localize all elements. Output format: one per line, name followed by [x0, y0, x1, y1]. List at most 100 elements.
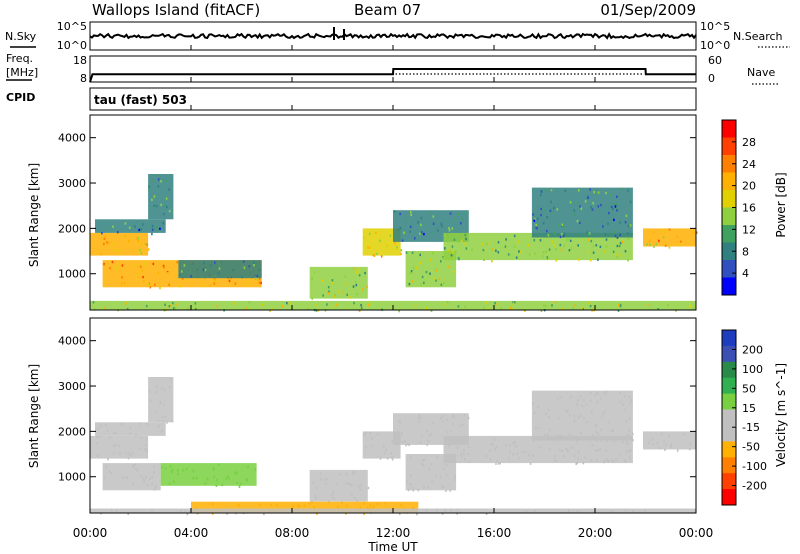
power-speckle	[151, 228, 154, 231]
power-speckle	[369, 232, 371, 236]
velocity-speckle	[550, 438, 553, 442]
power-speckle	[435, 269, 437, 272]
velocity-speckle	[166, 421, 168, 424]
velocity-speckle	[512, 453, 515, 456]
velocity-speckle	[652, 438, 654, 441]
power-speckle	[648, 239, 651, 242]
velocity-speckle	[129, 453, 131, 457]
velocity-y-ticks: 1000 2000 3000 4000	[58, 335, 696, 484]
power-speckle	[406, 218, 408, 221]
power-speckle	[417, 221, 419, 224]
velocity-speckle	[263, 512, 265, 516]
velocity-speckle	[182, 469, 185, 472]
velocity-speckle	[192, 477, 195, 480]
velocity-speckle	[398, 419, 401, 423]
power-speckle	[453, 238, 456, 241]
power-speckle	[430, 309, 433, 312]
velocity-speckle	[580, 414, 582, 417]
velocity-speckle	[508, 457, 510, 460]
power-speckle	[134, 225, 136, 228]
velocity-speckle	[565, 447, 567, 451]
power-speckle	[553, 206, 555, 210]
velocity-speckle	[369, 431, 372, 434]
colorbar-tick-label: -100	[742, 460, 767, 473]
x-tick-label: 08:00	[275, 526, 310, 540]
power-speckle	[616, 244, 619, 248]
velocity-speckle	[228, 477, 230, 480]
power-speckle	[430, 211, 432, 214]
velocity-speckle	[548, 428, 551, 432]
velocity-speckle	[371, 437, 373, 440]
velocity-speckle	[566, 448, 569, 451]
velocity-speckle	[586, 421, 588, 424]
power-speckle	[621, 240, 623, 244]
power-speckle	[540, 213, 542, 217]
velocity-speckle	[171, 468, 174, 472]
velocity-speckle	[407, 488, 410, 492]
velocity-speckle	[534, 411, 536, 415]
power-speckle	[214, 261, 216, 264]
power-speckle	[154, 283, 156, 286]
velocity-speckle	[427, 439, 430, 442]
velocity-speckle	[450, 430, 452, 433]
power-colorbar-label: Power [dB]	[774, 172, 788, 237]
velocity-speckle	[270, 503, 272, 506]
x-tick-label: 04:00	[174, 526, 209, 540]
power-speckle	[574, 304, 576, 307]
power-speckle	[93, 307, 96, 311]
power-speckle	[174, 307, 177, 310]
velocity-speckle	[445, 463, 448, 467]
power-speckle	[440, 260, 442, 263]
velocity-speckle	[597, 433, 599, 436]
power-speckle	[90, 239, 92, 242]
power-speckle	[128, 226, 131, 229]
power-speckle	[352, 285, 355, 288]
velocity-speckle	[629, 417, 631, 420]
power-speckle	[547, 234, 550, 237]
velocity-speckle	[426, 443, 428, 446]
power-speckle	[592, 202, 594, 205]
power-speckle	[160, 203, 162, 207]
power-speckle	[589, 259, 592, 262]
velocity-speckle	[494, 447, 496, 451]
colorbar-segment	[722, 361, 736, 379]
power-speckle	[414, 304, 417, 308]
velocity-speckle	[568, 509, 570, 512]
velocity-speckle	[115, 432, 117, 435]
power-speckle	[410, 213, 412, 217]
power-speckle	[389, 234, 392, 237]
velocity-speckle	[363, 512, 365, 515]
x-tick-label: 00:00	[73, 526, 108, 540]
power-speckle	[462, 218, 464, 221]
power-speckle	[213, 277, 216, 280]
velocity-speckle	[626, 450, 628, 453]
velocity-speckle	[599, 448, 601, 451]
velocity-speckle	[596, 392, 599, 396]
velocity-speckle	[652, 443, 655, 446]
velocity-speckle	[129, 427, 132, 430]
velocity-speckle	[299, 508, 302, 512]
power-speckle	[399, 226, 402, 230]
y-tick-label: 1000	[58, 471, 86, 484]
power-speckle	[257, 278, 259, 281]
noise-tick-bottom-right: 10^0	[700, 39, 730, 52]
velocity-speckle	[624, 408, 627, 411]
velocity-speckle	[138, 422, 141, 425]
power-speckle	[204, 267, 206, 270]
velocity-speckle	[408, 443, 411, 447]
velocity-speckle	[135, 467, 137, 471]
power-speckle	[379, 239, 381, 242]
colorbar-segment	[722, 137, 736, 156]
power-speckle	[335, 303, 338, 306]
velocity-speckle	[240, 482, 242, 486]
velocity-speckle	[579, 395, 582, 398]
power-speckle	[557, 223, 559, 226]
power-speckle	[202, 284, 204, 288]
power-speckle	[612, 203, 615, 206]
power-speckle	[216, 305, 218, 308]
velocity-speckle	[151, 509, 153, 512]
power-speckle	[555, 248, 558, 251]
velocity-speckle	[660, 432, 663, 436]
colorbar-segment	[722, 489, 736, 506]
power-speckle	[455, 250, 457, 253]
